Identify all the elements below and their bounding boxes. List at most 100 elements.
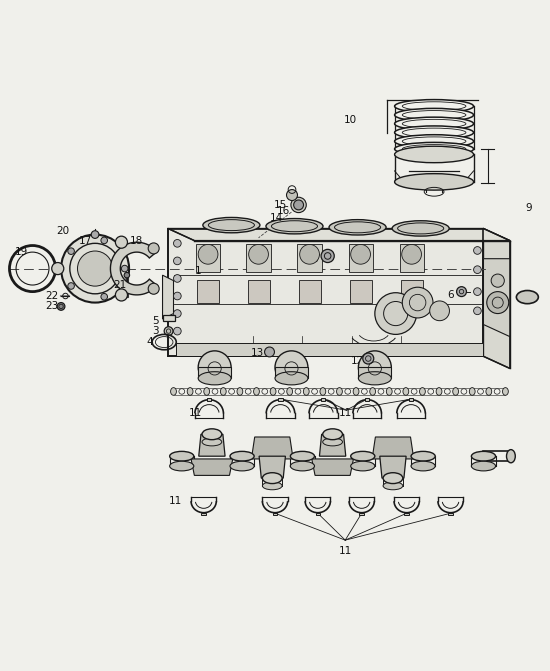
Ellipse shape (353, 388, 359, 395)
Circle shape (474, 247, 481, 254)
Ellipse shape (386, 388, 392, 395)
Text: 11: 11 (168, 496, 182, 506)
Ellipse shape (394, 109, 474, 121)
Ellipse shape (320, 388, 326, 395)
Ellipse shape (494, 389, 500, 394)
Circle shape (291, 197, 306, 213)
Text: 8: 8 (287, 372, 293, 382)
Ellipse shape (486, 388, 492, 395)
Text: 6: 6 (447, 290, 454, 300)
Polygon shape (168, 229, 483, 356)
Bar (316, 513, 320, 515)
Ellipse shape (383, 472, 403, 484)
Ellipse shape (295, 389, 301, 394)
Bar (196, 244, 220, 272)
Circle shape (430, 301, 449, 321)
Bar (201, 513, 206, 515)
Text: 8: 8 (375, 372, 382, 382)
Ellipse shape (323, 438, 343, 446)
Text: 17: 17 (79, 236, 92, 246)
Circle shape (173, 310, 181, 317)
Circle shape (363, 353, 374, 364)
Text: 2: 2 (530, 294, 536, 304)
Text: 15: 15 (274, 200, 287, 210)
Ellipse shape (359, 372, 391, 385)
Polygon shape (163, 275, 173, 319)
Ellipse shape (245, 389, 251, 394)
Circle shape (375, 293, 416, 334)
Circle shape (124, 272, 130, 278)
Ellipse shape (61, 235, 129, 303)
Circle shape (487, 292, 509, 313)
Ellipse shape (392, 221, 449, 236)
Ellipse shape (351, 244, 371, 264)
Ellipse shape (461, 389, 467, 394)
Ellipse shape (477, 389, 483, 394)
Circle shape (491, 274, 504, 287)
Ellipse shape (254, 388, 260, 395)
Text: 12: 12 (351, 356, 364, 366)
Bar (246, 244, 271, 272)
Polygon shape (372, 437, 414, 459)
Ellipse shape (230, 452, 254, 461)
Polygon shape (168, 229, 510, 241)
Ellipse shape (328, 389, 334, 394)
Ellipse shape (351, 452, 375, 461)
Ellipse shape (290, 461, 315, 471)
Ellipse shape (187, 388, 193, 395)
Circle shape (91, 231, 99, 238)
Circle shape (173, 292, 181, 300)
Ellipse shape (275, 351, 308, 384)
Ellipse shape (471, 461, 496, 471)
Bar (273, 513, 277, 515)
Circle shape (294, 200, 304, 210)
Ellipse shape (394, 126, 474, 139)
Circle shape (321, 250, 334, 262)
Ellipse shape (229, 389, 234, 394)
Ellipse shape (395, 389, 400, 394)
Text: 9: 9 (525, 203, 532, 213)
Circle shape (148, 283, 159, 294)
Polygon shape (312, 459, 354, 475)
Ellipse shape (323, 429, 343, 440)
Ellipse shape (444, 389, 450, 394)
Ellipse shape (270, 388, 276, 395)
Ellipse shape (290, 452, 315, 461)
Ellipse shape (275, 372, 308, 385)
Bar (400, 280, 422, 303)
Bar (365, 398, 370, 401)
Polygon shape (191, 459, 233, 475)
Ellipse shape (394, 135, 474, 148)
Polygon shape (111, 242, 157, 295)
Text: 11: 11 (339, 409, 352, 419)
Circle shape (474, 288, 481, 295)
Ellipse shape (237, 388, 243, 395)
Ellipse shape (170, 388, 177, 395)
Ellipse shape (262, 389, 268, 394)
Ellipse shape (394, 174, 474, 190)
Circle shape (474, 266, 481, 274)
Ellipse shape (204, 388, 210, 395)
Circle shape (148, 243, 159, 254)
Bar (360, 513, 364, 515)
Ellipse shape (337, 388, 342, 395)
Ellipse shape (378, 389, 384, 394)
Ellipse shape (266, 219, 323, 234)
Ellipse shape (428, 389, 433, 394)
Text: 4: 4 (147, 337, 153, 347)
Circle shape (164, 327, 173, 336)
Ellipse shape (304, 388, 309, 395)
Text: 7: 7 (313, 254, 320, 264)
Ellipse shape (345, 389, 351, 394)
Circle shape (122, 265, 128, 272)
Text: 8: 8 (201, 372, 208, 382)
Ellipse shape (202, 429, 222, 440)
Bar (275, 367, 308, 378)
Ellipse shape (203, 217, 260, 233)
Polygon shape (380, 456, 406, 478)
Ellipse shape (212, 389, 218, 394)
Text: 11: 11 (189, 409, 202, 419)
Text: 5: 5 (152, 315, 159, 325)
Text: 10: 10 (344, 115, 358, 125)
Bar (321, 398, 326, 401)
